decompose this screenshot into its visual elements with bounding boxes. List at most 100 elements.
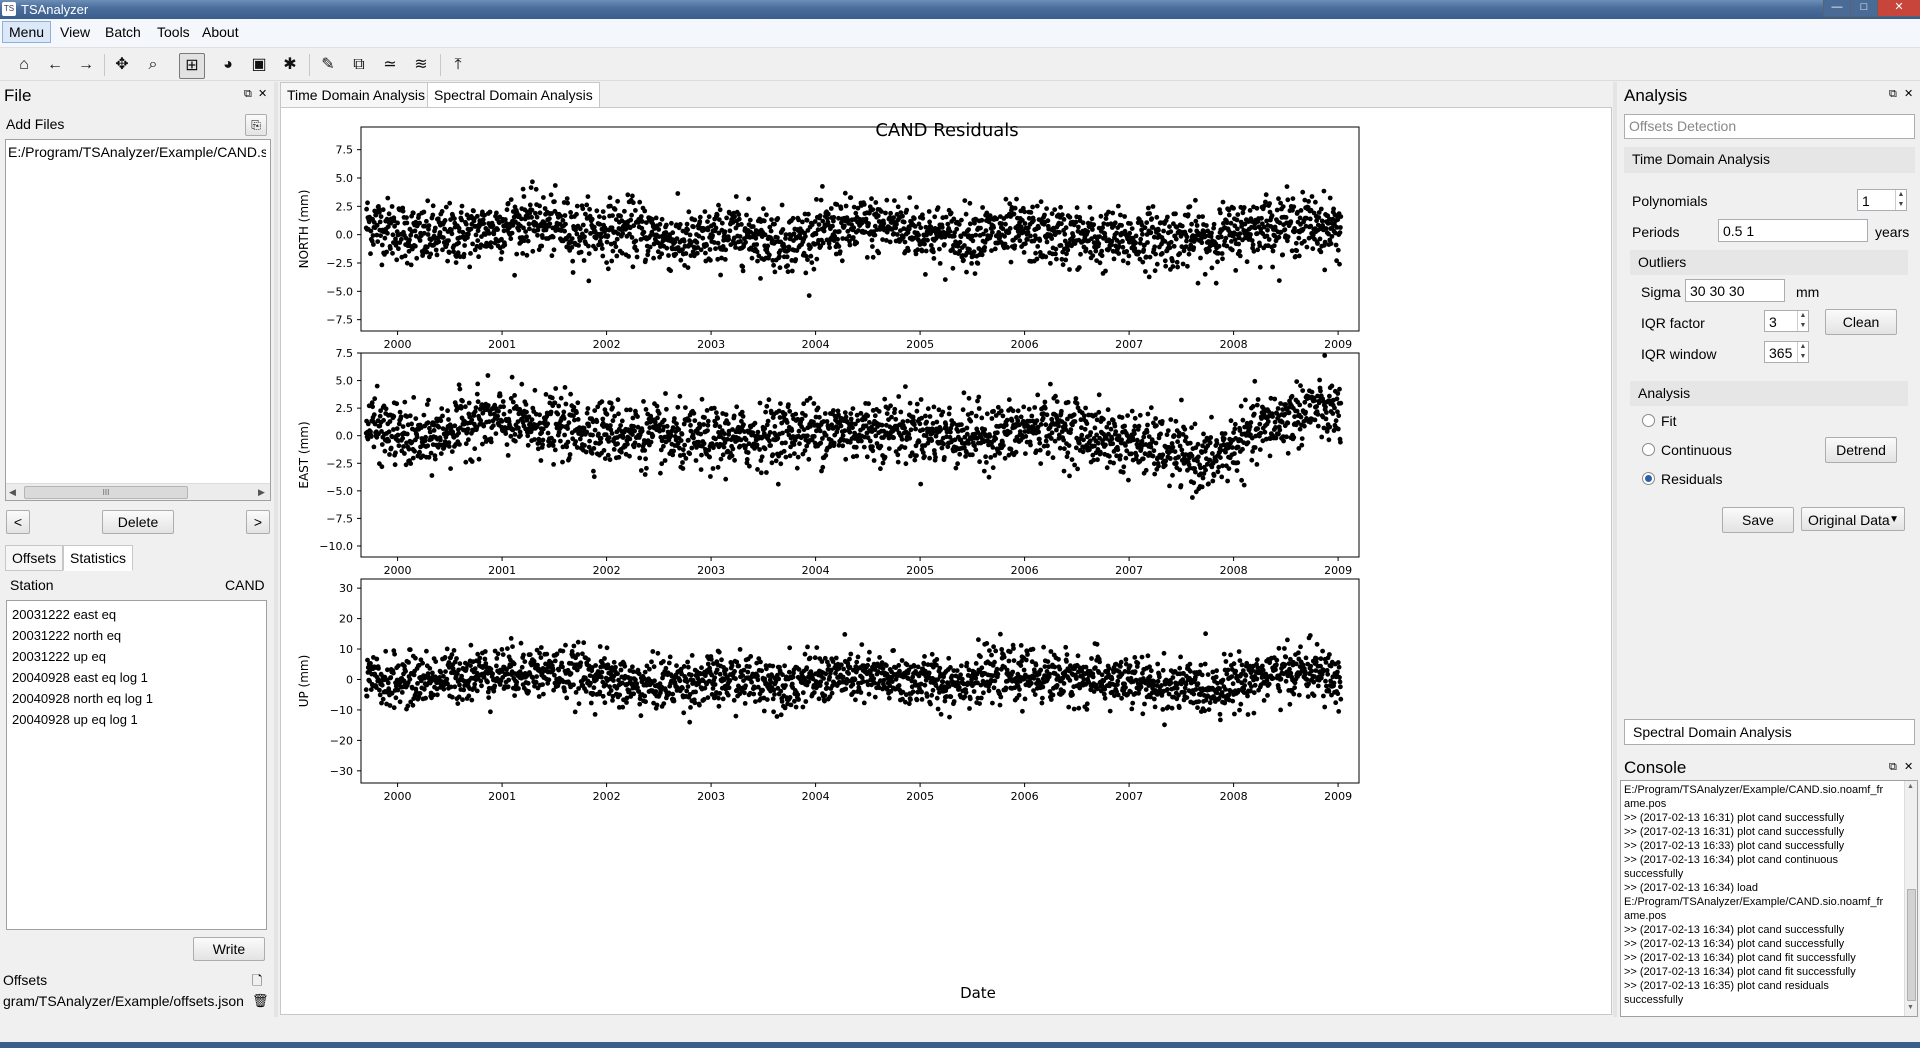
menu-view[interactable]: View [60, 24, 91, 40]
data-point [1224, 220, 1230, 226]
data-point [1194, 223, 1200, 228]
grid-icon[interactable]: ⊞ [179, 53, 205, 79]
data-point [1237, 248, 1242, 254]
offsets-list[interactable]: 20031222 east eq 20031222 north eq 20031… [6, 600, 267, 930]
forward-arrow-icon[interactable]: → [78, 56, 94, 73]
maximize-button[interactable]: □ [1850, 0, 1878, 17]
data-point [743, 437, 749, 443]
data-point [551, 247, 557, 253]
scroll-thumb[interactable]: III [24, 486, 188, 499]
menu-tools[interactable]: Tools [157, 24, 190, 40]
plot-area[interactable]: CAND Residuals 7.5 5.0 2.5 0.0 −2.5 −5.0 −7.5 2… [280, 107, 1612, 1015]
data-point [766, 397, 772, 403]
zoom-icon[interactable]: ⌕ [148, 56, 158, 73]
undock-icon[interactable]: ⧉ [244, 88, 252, 100]
menu-main[interactable]: Menu [2, 21, 52, 43]
add-file-icon[interactable]: ⎘ [245, 114, 267, 136]
data-point [989, 248, 994, 254]
curve-icon[interactable]: ≃ [383, 56, 397, 73]
pan-icon[interactable]: ✥ [115, 56, 129, 73]
data-point [378, 408, 383, 414]
data-point [407, 413, 413, 419]
data-point [1294, 379, 1300, 384]
write-button[interactable]: Write [193, 937, 265, 961]
list-item[interactable]: 20031222 north eq [12, 628, 122, 643]
list-item[interactable]: 20040928 north eq log 1 [12, 691, 153, 706]
pen-icon[interactable]: ✎ [321, 56, 335, 73]
data-point [1028, 210, 1034, 215]
data-point [889, 414, 894, 420]
data-point [1067, 473, 1072, 479]
delete-button[interactable]: Delete [102, 510, 174, 534]
file-list-item[interactable]: E:/Program/TSAnalyzer/Example/CAND.sic [8, 144, 266, 160]
upload-icon[interactable]: ⤒ [454, 56, 462, 73]
tab-statistics[interactable]: Statistics [63, 545, 134, 571]
data-point [392, 651, 397, 657]
station-label: Station [10, 577, 54, 593]
residuals-chart[interactable]: CAND Residuals 7.55.02.50.0−2.5−5.0−7.52… [281, 108, 1611, 1014]
clear-icon[interactable]: 🗋 [252, 973, 263, 988]
data-point [456, 382, 462, 388]
wave-icon[interactable]: ≋ [414, 56, 428, 73]
data-point [1292, 226, 1297, 231]
data-point [913, 426, 918, 432]
data-point [1161, 228, 1166, 234]
prev-button[interactable]: < [6, 510, 30, 534]
gear-icon[interactable]: ✱ [283, 56, 297, 73]
data-point [750, 224, 756, 229]
data-point [1213, 241, 1219, 247]
tab-time-domain[interactable]: Time Domain Analysis [280, 82, 432, 108]
data-point [558, 213, 564, 219]
data-point [1249, 238, 1255, 243]
image-icon[interactable]: ▣ [251, 56, 267, 73]
file-list[interactable]: E:/Program/TSAnalyzer/Example/CAND.sic ◀… [5, 139, 271, 501]
ball-icon[interactable]: ◕ [223, 56, 233, 73]
trash-icon[interactable]: 🗑 [252, 993, 269, 1008]
menu-about[interactable]: About [202, 24, 239, 40]
data-point [591, 224, 597, 230]
data-point [1257, 421, 1263, 427]
data-point [371, 242, 376, 247]
data-point [644, 465, 649, 471]
data-point [1069, 243, 1074, 249]
scroll-left-icon[interactable]: ◀ [9, 487, 16, 497]
offsets-file-label: Offsets [3, 972, 48, 988]
data-point [374, 656, 380, 662]
list-item[interactable]: 20040928 up eq log 1 [12, 712, 138, 727]
right-splitter[interactable] [1613, 82, 1617, 1017]
data-point [394, 426, 400, 431]
data-point [551, 462, 556, 467]
data-point [1007, 226, 1013, 231]
tab-offsets[interactable]: Offsets [5, 545, 64, 571]
minimize-button[interactable]: — [1823, 0, 1851, 17]
data-point [413, 416, 419, 421]
back-arrow-icon[interactable]: ← [47, 56, 63, 73]
data-point [961, 257, 966, 263]
data-point [385, 224, 391, 230]
list-item[interactable]: 20031222 up eq [12, 649, 106, 664]
tab-spectral-domain[interactable]: Spectral Domain Analysis [427, 82, 600, 108]
data-point [413, 655, 418, 661]
close-dock-icon[interactable]: ✕ [258, 88, 268, 100]
data-point [1018, 224, 1024, 230]
data-point [831, 215, 837, 220]
left-splitter[interactable] [274, 82, 278, 1017]
horizontal-scrollbar[interactable]: ◀ III ▶ [6, 483, 270, 500]
data-point [1189, 425, 1194, 431]
next-button[interactable]: > [246, 510, 270, 534]
data-point [618, 423, 623, 428]
data-point [959, 422, 964, 427]
close-button[interactable]: ✕ [1877, 0, 1920, 17]
list-item[interactable]: 20031222 east eq [12, 607, 117, 622]
scroll-right-icon[interactable]: ▶ [258, 487, 265, 497]
data-point [417, 691, 423, 696]
list-item[interactable]: 20040928 east eq log 1 [12, 670, 148, 685]
crop-icon[interactable]: ⧉ [353, 56, 365, 73]
home-icon[interactable]: ⌂ [19, 56, 29, 73]
file-dock-title: File [4, 86, 32, 105]
data-point [993, 436, 999, 442]
data-point [1329, 234, 1335, 239]
data-point [455, 701, 461, 706]
data-point [1036, 225, 1041, 231]
menu-batch[interactable]: Batch [105, 24, 141, 40]
